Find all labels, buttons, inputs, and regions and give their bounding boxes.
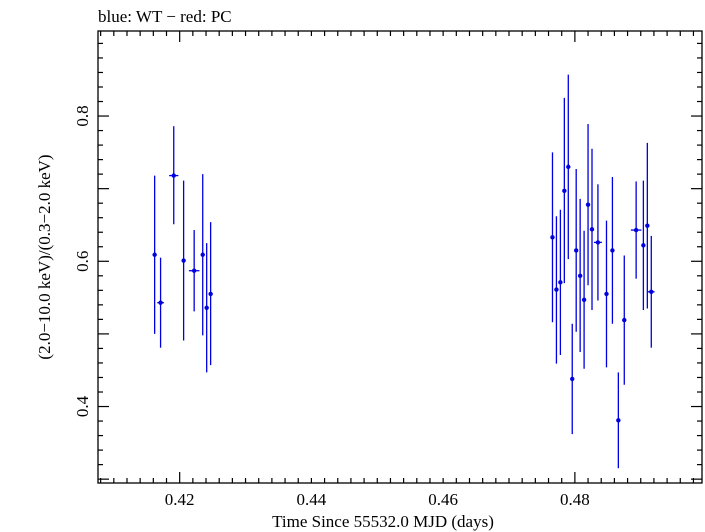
data-point xyxy=(630,181,642,279)
data-point xyxy=(641,180,646,310)
data-point xyxy=(152,175,157,334)
point-marker xyxy=(200,252,205,257)
data-point xyxy=(647,235,655,348)
x-axis-label: Time Since 55532.0 MJD (days) xyxy=(272,512,494,531)
data-series xyxy=(152,74,655,469)
y-axis-label: (2.0−10.0 keV)/(0.3−2.0 keV) xyxy=(35,154,54,359)
point-marker xyxy=(645,223,650,228)
data-point xyxy=(610,177,615,324)
x-axis: 0.42 0.44 0.46 0.48 xyxy=(100,31,695,509)
data-point xyxy=(181,180,186,341)
point-marker xyxy=(566,164,571,170)
point-marker xyxy=(616,418,621,423)
data-point xyxy=(558,209,563,355)
point-marker xyxy=(152,252,157,257)
point-marker xyxy=(633,227,639,233)
data-point xyxy=(200,174,205,336)
data-point xyxy=(204,243,209,373)
data-point xyxy=(645,142,650,309)
point-marker xyxy=(581,297,587,302)
data-point xyxy=(604,220,609,368)
data-point xyxy=(577,198,583,353)
point-marker xyxy=(570,376,575,382)
chart-title: blue: WT − red: PC xyxy=(98,7,232,26)
data-point xyxy=(585,124,591,286)
x-tick-label: 0.46 xyxy=(428,490,458,509)
point-marker xyxy=(558,280,563,285)
point-marker xyxy=(158,300,163,305)
point-marker xyxy=(585,202,591,207)
point-marker xyxy=(622,317,627,323)
data-point xyxy=(157,257,164,348)
point-marker xyxy=(191,268,197,273)
point-marker xyxy=(562,188,567,194)
point-marker xyxy=(604,291,609,297)
data-point xyxy=(562,97,567,284)
point-marker xyxy=(641,243,646,248)
x-tick-label: 0.42 xyxy=(165,490,195,509)
point-marker xyxy=(208,291,213,297)
point-marker xyxy=(577,273,583,279)
point-marker xyxy=(589,227,595,232)
data-point xyxy=(554,216,559,364)
data-point xyxy=(550,152,555,323)
point-marker xyxy=(554,287,559,292)
y-tick-label: 0.6 xyxy=(73,251,92,272)
data-point xyxy=(593,184,602,301)
point-marker xyxy=(550,235,555,240)
point-marker xyxy=(573,248,579,253)
x-tick-label: 0.48 xyxy=(560,490,590,509)
point-marker xyxy=(171,173,176,178)
data-point xyxy=(566,74,571,260)
plot-frame xyxy=(97,30,703,484)
data-point xyxy=(169,126,179,225)
data-point xyxy=(570,323,575,435)
point-marker xyxy=(649,289,654,294)
data-point xyxy=(616,372,621,469)
x-tick-label: 0.44 xyxy=(297,490,327,509)
data-point xyxy=(208,222,213,366)
data-point xyxy=(573,169,579,332)
data-point xyxy=(188,230,200,312)
point-marker xyxy=(610,248,615,253)
point-marker xyxy=(181,258,186,263)
data-point xyxy=(581,230,587,369)
y-tick-label: 0.8 xyxy=(73,105,92,126)
point-marker xyxy=(204,305,209,310)
y-tick-label: 0.4 xyxy=(73,395,92,417)
data-point xyxy=(589,148,595,310)
data-point xyxy=(622,255,627,385)
y-axis: 0.4 0.6 0.8 xyxy=(73,42,702,480)
point-marker xyxy=(595,240,601,245)
